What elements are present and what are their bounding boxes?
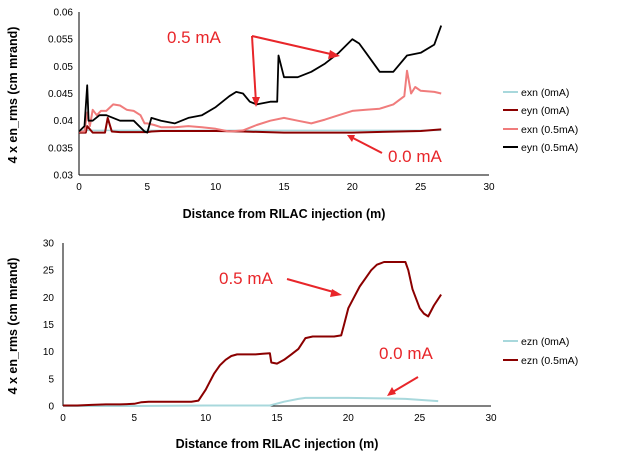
chart-top-y-tick: 0.04 <box>54 116 74 127</box>
arrow-to-eyn-0ma <box>351 137 382 153</box>
arrow-to-ezn-05ma <box>287 279 337 293</box>
chart-bottom-y-tick: 0 <box>48 402 54 413</box>
legend-label-eyn-05ma: eyn (0.5mA) <box>521 142 578 154</box>
annotation-bottom-00ma: 0.0 mA <box>379 344 434 363</box>
chart-bottom-y-ticks: 0 5 10 15 20 25 30 <box>43 239 55 413</box>
chart-bottom: 0 5 10 15 20 25 30 0 5 10 15 20 25 30 Di… <box>6 239 578 452</box>
chart-top-legend: exn (0mA) eyn (0mA) exn (0.5mA) eyn (0.5… <box>503 87 578 154</box>
chart-top-y-tick: 0.035 <box>48 143 73 154</box>
chart-top-x-tick: 25 <box>415 182 427 193</box>
chart-bottom-y-tick: 10 <box>43 347 55 358</box>
chart-bottom-legend: ezn (0mA) ezn (0.5mA) <box>503 336 578 367</box>
chart-bottom-x-tick: 0 <box>60 413 66 424</box>
chart-top-y-tick: 0.05 <box>54 62 74 73</box>
legend-label-eyn-0ma: eyn (0mA) <box>521 105 569 117</box>
arrow-to-ezn-0ma <box>391 377 418 393</box>
chart-top-x-tick: 30 <box>483 182 495 193</box>
legend-label-ezn-0ma: ezn (0mA) <box>521 336 569 348</box>
arrowhead <box>330 289 342 297</box>
chart-bottom-x-tick: 15 <box>271 413 283 424</box>
chart-top-y-ticks: 0.03 0.035 0.04 0.045 0.05 0.055 0.06 <box>48 8 73 182</box>
series-line-eyn-05ma <box>79 26 441 133</box>
chart-bottom-x-tick: 30 <box>485 413 497 424</box>
annotation-top-00ma: 0.0 mA <box>388 147 443 166</box>
chart-top-x-tick: 10 <box>210 182 222 193</box>
chart-bottom-x-ticks: 0 5 10 15 20 25 30 <box>60 413 497 424</box>
arrow-to-eyn-05ma <box>252 36 335 55</box>
chart-top-y-tick: 0.045 <box>48 89 73 100</box>
arrow-to-exn-05ma <box>252 36 256 103</box>
chart-top: 0 5 10 15 20 25 30 0.03 0.035 0.04 0.045… <box>6 8 578 222</box>
chart-top-y-axis-title: 4 x en_rms (cm mrand) <box>6 27 20 164</box>
chart-top-y-tick: 0.055 <box>48 35 73 46</box>
chart-top-y-tick: 0.06 <box>54 8 74 19</box>
chart-bottom-y-axis-title: 4 x en_rms (cm mrand) <box>6 258 20 395</box>
legend-label-exn-0ma: exn (0mA) <box>521 87 569 99</box>
chart-bottom-x-tick: 5 <box>132 413 138 424</box>
annotation-arrows-top <box>252 36 382 153</box>
chart-bottom-annotations: 0.5 mA 0.0 mA <box>219 269 434 396</box>
annotation-bottom-05ma: 0.5 mA <box>219 269 274 288</box>
chart-top-x-tick: 20 <box>347 182 359 193</box>
chart-top-x-tick: 0 <box>76 182 82 193</box>
chart-bottom-y-tick: 20 <box>43 293 55 304</box>
chart-top-series <box>79 26 441 133</box>
chart-top-x-tick: 15 <box>278 182 290 193</box>
chart-bottom-x-tick: 20 <box>343 413 355 424</box>
chart-bottom-y-tick: 5 <box>48 374 54 385</box>
chart-bottom-plot-area <box>63 243 491 406</box>
chart-top-x-axis-title: Distance from RILAC injection (m) <box>183 207 386 221</box>
arrowhead <box>252 97 260 107</box>
series-line-exn-05ma <box>79 71 441 132</box>
chart-bottom-y-tick: 25 <box>43 266 55 277</box>
chart-bottom-x-axis-title: Distance from RILAC injection (m) <box>176 437 379 451</box>
chart-top-annotations: 0.5 mA 0.0 mA <box>167 28 443 166</box>
legend-label-exn-05ma: exn (0.5mA) <box>521 124 578 136</box>
chart-top-y-tick: 0.03 <box>54 171 74 182</box>
chart-bottom-x-tick: 10 <box>200 413 212 424</box>
chart-bottom-y-tick: 15 <box>43 320 55 331</box>
legend-label-ezn-05ma: ezn (0.5mA) <box>521 355 578 367</box>
annotation-top-05ma: 0.5 mA <box>167 28 222 47</box>
chart-bottom-x-tick: 25 <box>414 413 426 424</box>
chart-top-x-ticks: 0 5 10 15 20 25 30 <box>76 182 495 193</box>
chart-bottom-y-tick: 30 <box>43 239 55 250</box>
chart-top-x-tick: 5 <box>145 182 151 193</box>
